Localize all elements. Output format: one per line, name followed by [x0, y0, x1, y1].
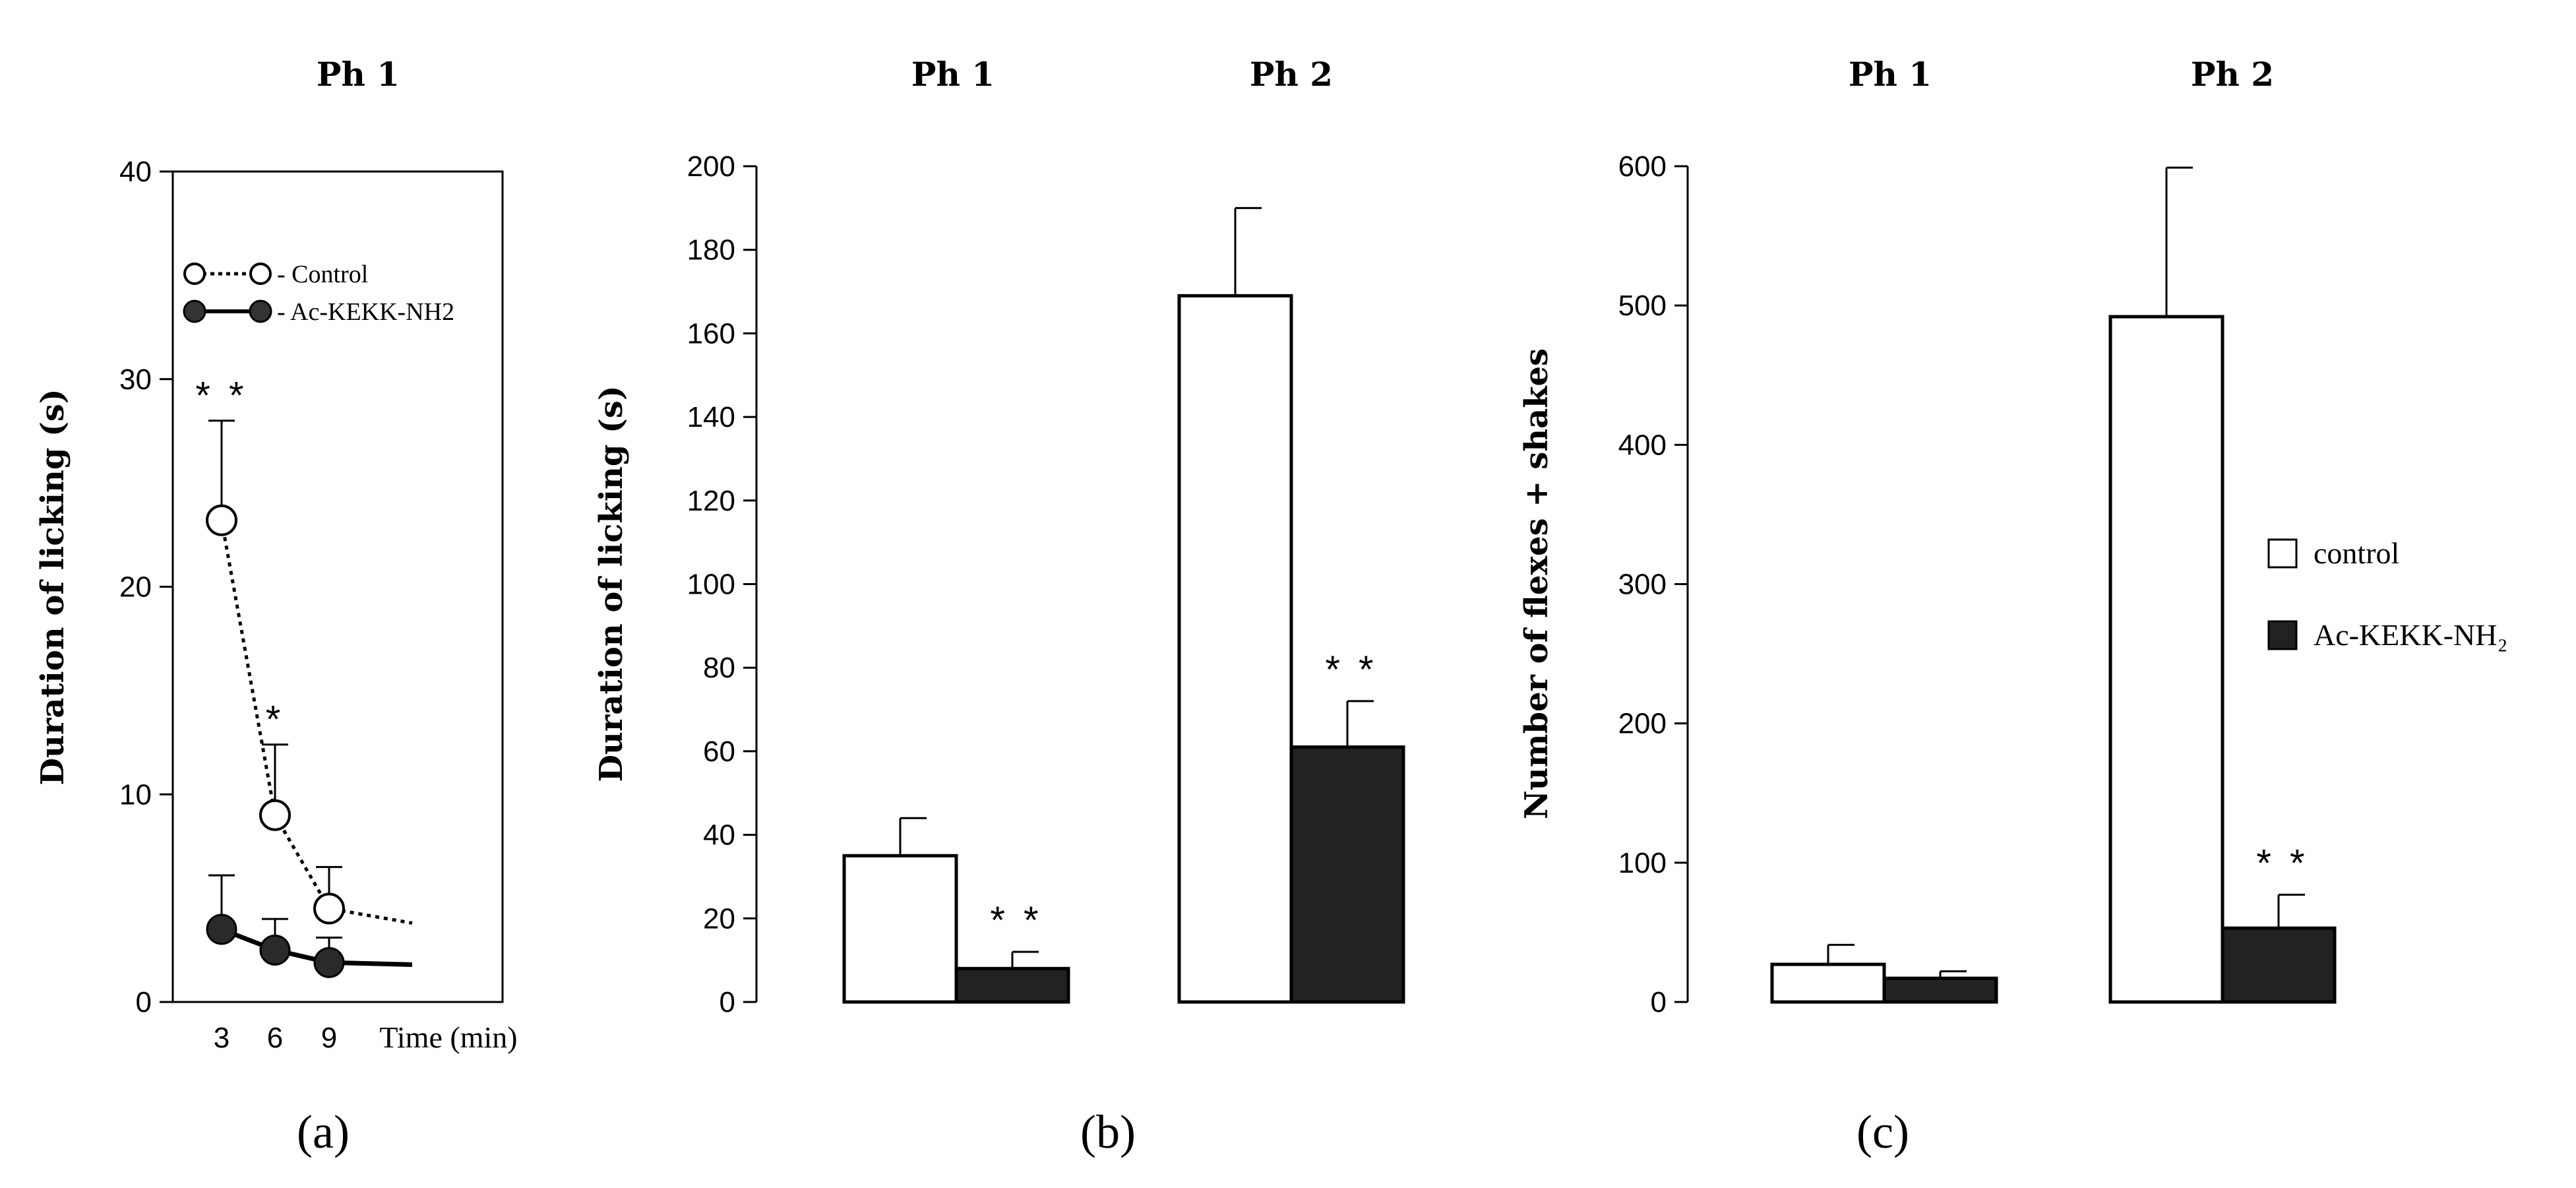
x-tick-label: 9 — [321, 1022, 337, 1054]
panel-a-y-label: Duration of licking (s) — [34, 389, 71, 785]
panel-a-series: * * * — [195, 375, 413, 978]
legend-control-swatch — [2267, 538, 2298, 569]
panel-b-bars: * * * * — [842, 206, 1405, 1004]
y-tick-label: 500 — [1618, 290, 1667, 322]
control-bar-ph2 — [1177, 294, 1293, 1004]
legend-treatment-label: - Ac-KEKK-NH2 — [277, 298, 454, 326]
y-tick-label: 40 — [703, 819, 735, 852]
panel-c-title-ph1: Ph 1 — [1849, 55, 1932, 94]
y-tick-label: 200 — [687, 150, 735, 183]
panel-c-label: (c) — [1856, 1106, 1909, 1158]
y-tick-label: 180 — [687, 234, 735, 266]
y-tick-label: 60 — [703, 735, 735, 768]
panel-b-title-ph1: Ph 1 — [911, 55, 995, 94]
y-tick-label: 100 — [687, 569, 735, 601]
panel-a: Ph 1 0 10 20 30 40 3 6 9 Time (min) Duration o… — [34, 55, 518, 1158]
significance-marker: * * — [2256, 842, 2308, 885]
legend-control-marker-end — [249, 263, 272, 285]
panel-c-title-ph2: Ph 2 — [2191, 55, 2274, 94]
control-point — [313, 892, 345, 925]
treatment-bar-ph2 — [2221, 926, 2337, 1004]
control-bar-ph1 — [842, 854, 958, 1004]
y-tick-label: 40 — [119, 156, 152, 188]
y-tick-label: 0 — [136, 986, 152, 1018]
significance-marker: * — [266, 699, 285, 741]
legend-control-label: - Control — [277, 261, 368, 288]
y-tick-label: 200 — [1618, 708, 1667, 740]
legend-c-control-label: control — [2314, 536, 2399, 570]
treatment-point — [206, 914, 237, 945]
significance-marker: * * — [990, 899, 1042, 942]
y-tick-label: 300 — [1618, 569, 1667, 601]
legend-treatment-marker — [183, 299, 206, 323]
panel-a-x-label: Time (min) — [379, 1020, 517, 1054]
y-tick-label: 30 — [119, 363, 152, 396]
y-tick-label: 10 — [119, 778, 152, 811]
x-tick-label: 3 — [214, 1022, 230, 1054]
control-point — [206, 504, 237, 536]
panel-b-title-ph2: Ph 2 — [1250, 55, 1333, 94]
y-tick-label: 400 — [1618, 429, 1667, 461]
y-tick-label: 80 — [703, 652, 735, 684]
control-bar-ph1 — [1770, 962, 1886, 1004]
y-tick-label: 20 — [703, 902, 735, 935]
y-tick-label: 600 — [1618, 150, 1667, 183]
y-tick-label: 0 — [720, 986, 735, 1018]
treatment-point — [259, 934, 291, 966]
x-tick-label: 6 — [267, 1022, 283, 1054]
panel-b: Ph 1 Ph 2 0 20 40 60 80 100 120 140 160 180 200 Du… — [593, 55, 1405, 1158]
legend-treatment-swatch — [2267, 620, 2298, 650]
y-tick-label: 0 — [1651, 986, 1667, 1018]
treatment-bar-ph2 — [1289, 745, 1405, 1004]
y-tick-label: 100 — [1618, 847, 1667, 879]
control-series-line — [220, 520, 413, 925]
y-tick-label: 20 — [119, 571, 152, 604]
treatment-point — [313, 947, 345, 978]
treatment-series-line — [220, 927, 413, 967]
legend-c-treatment-label: Ac-KEKK-NH₂ — [2314, 618, 2508, 652]
treatment-bar-ph1 — [1882, 976, 1998, 1004]
panel-c-y-axis: 0 100 200 300 400 500 600 — [1618, 150, 1688, 1018]
panel-c-bars: * * — [1770, 166, 2337, 1004]
control-point — [259, 799, 291, 831]
legend-treatment-marker-end — [249, 299, 272, 323]
panel-c-y-label: Number of flexes + shakes — [1518, 348, 1555, 819]
panel-a-y-axis: 0 10 20 30 40 — [119, 156, 173, 1018]
panel-b-label: (b) — [1080, 1106, 1136, 1158]
control-bar-ph2 — [2108, 315, 2224, 1004]
significance-marker: * * — [195, 375, 247, 418]
panel-a-title: Ph 1 — [317, 55, 400, 94]
y-tick-label: 160 — [687, 317, 735, 350]
panel-a-legend: - Control - Ac-KEKK-NH2 — [183, 261, 454, 326]
panel-a-label: (a) — [297, 1106, 350, 1158]
panel-c: Ph 1 Ph 2 0 100 200 300 400 500 600 Number of … — [1518, 55, 2508, 1158]
panel-b-y-label: Duration of licking (s) — [593, 385, 630, 782]
panel-b-y-axis: 0 20 40 60 80 100 120 140 160 180 200 — [687, 150, 756, 1018]
treatment-bar-ph1 — [954, 966, 1070, 1004]
y-tick-label: 140 — [687, 401, 735, 433]
legend-control-marker — [183, 263, 206, 285]
significance-marker: * * — [1325, 648, 1377, 691]
panel-c-legend: control Ac-KEKK-NH₂ — [2267, 536, 2508, 652]
panel-a-x-axis: 3 6 9 — [214, 1022, 337, 1054]
y-tick-label: 120 — [687, 485, 735, 517]
